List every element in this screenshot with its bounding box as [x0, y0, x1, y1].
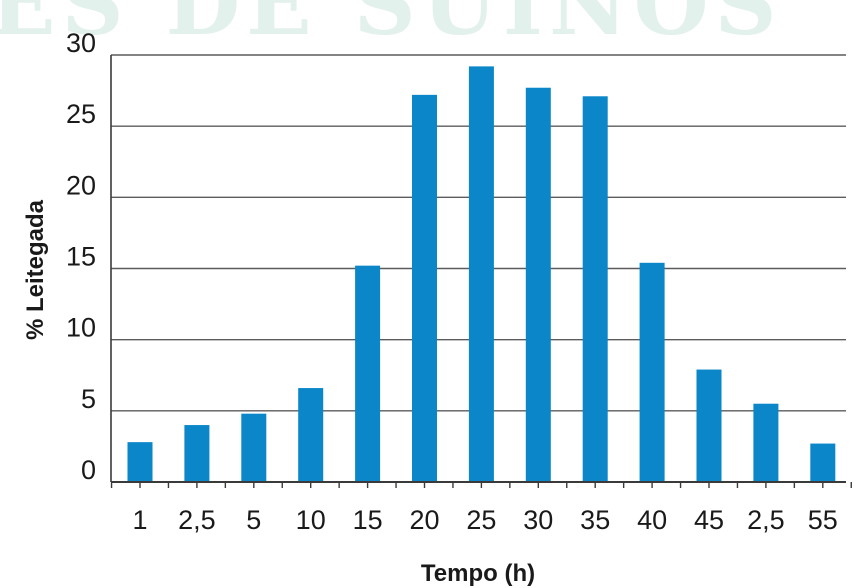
x-tick-label-8: 30	[523, 505, 553, 535]
x-tick-label-6: 20	[409, 505, 439, 535]
y-tick-label-10: 10	[66, 313, 96, 343]
x-axis-title: Tempo (h)	[421, 560, 535, 587]
bar-6	[412, 94, 437, 482]
x-tick-labels: 1 2,5 5 10 15 20 25 30 35 40 45 2,5 55	[132, 505, 837, 535]
bar-1	[127, 442, 153, 482]
x-tick-label-10: 40	[637, 505, 667, 535]
bar-2	[184, 425, 210, 482]
bar-11	[696, 369, 722, 482]
bar-10	[639, 262, 665, 482]
bar-7	[468, 66, 494, 483]
x-tick-label-1: 1	[132, 505, 147, 535]
x-tick-label-7: 25	[466, 505, 496, 535]
x-tick-label-2: 2,5	[178, 505, 216, 535]
bar-9	[582, 96, 608, 482]
x-tick-label-13: 55	[808, 505, 838, 535]
x-tick-label-3: 5	[246, 505, 261, 535]
y-tick-label-20: 20	[66, 170, 96, 200]
x-tick-label-5: 15	[353, 505, 383, 535]
watermark-text: ES DE SUÍNOS	[0, 0, 783, 55]
y-tick-label-30: 30	[66, 28, 96, 58]
y-tick-label-0: 0	[81, 455, 96, 485]
bars	[127, 66, 836, 483]
x-tick-label-9: 35	[580, 505, 610, 535]
axes	[110, 55, 852, 488]
y-tick-label-25: 25	[66, 99, 96, 129]
bar-3	[241, 413, 267, 482]
bar-4	[298, 388, 324, 482]
bar-8	[525, 87, 551, 482]
bar-13	[810, 443, 836, 482]
bar-5	[355, 265, 381, 482]
x-tick-label-4: 10	[296, 505, 326, 535]
bar-12	[753, 403, 779, 482]
x-tick-label-11: 45	[694, 505, 724, 535]
y-axis-title: % Leitegada	[22, 199, 49, 340]
y-tick-labels: 0 5 10 15 20 25 30	[66, 28, 96, 485]
x-tick-label-12: 2,5	[747, 505, 785, 535]
y-tick-label-15: 15	[66, 242, 96, 272]
y-tick-label-5: 5	[81, 384, 96, 414]
